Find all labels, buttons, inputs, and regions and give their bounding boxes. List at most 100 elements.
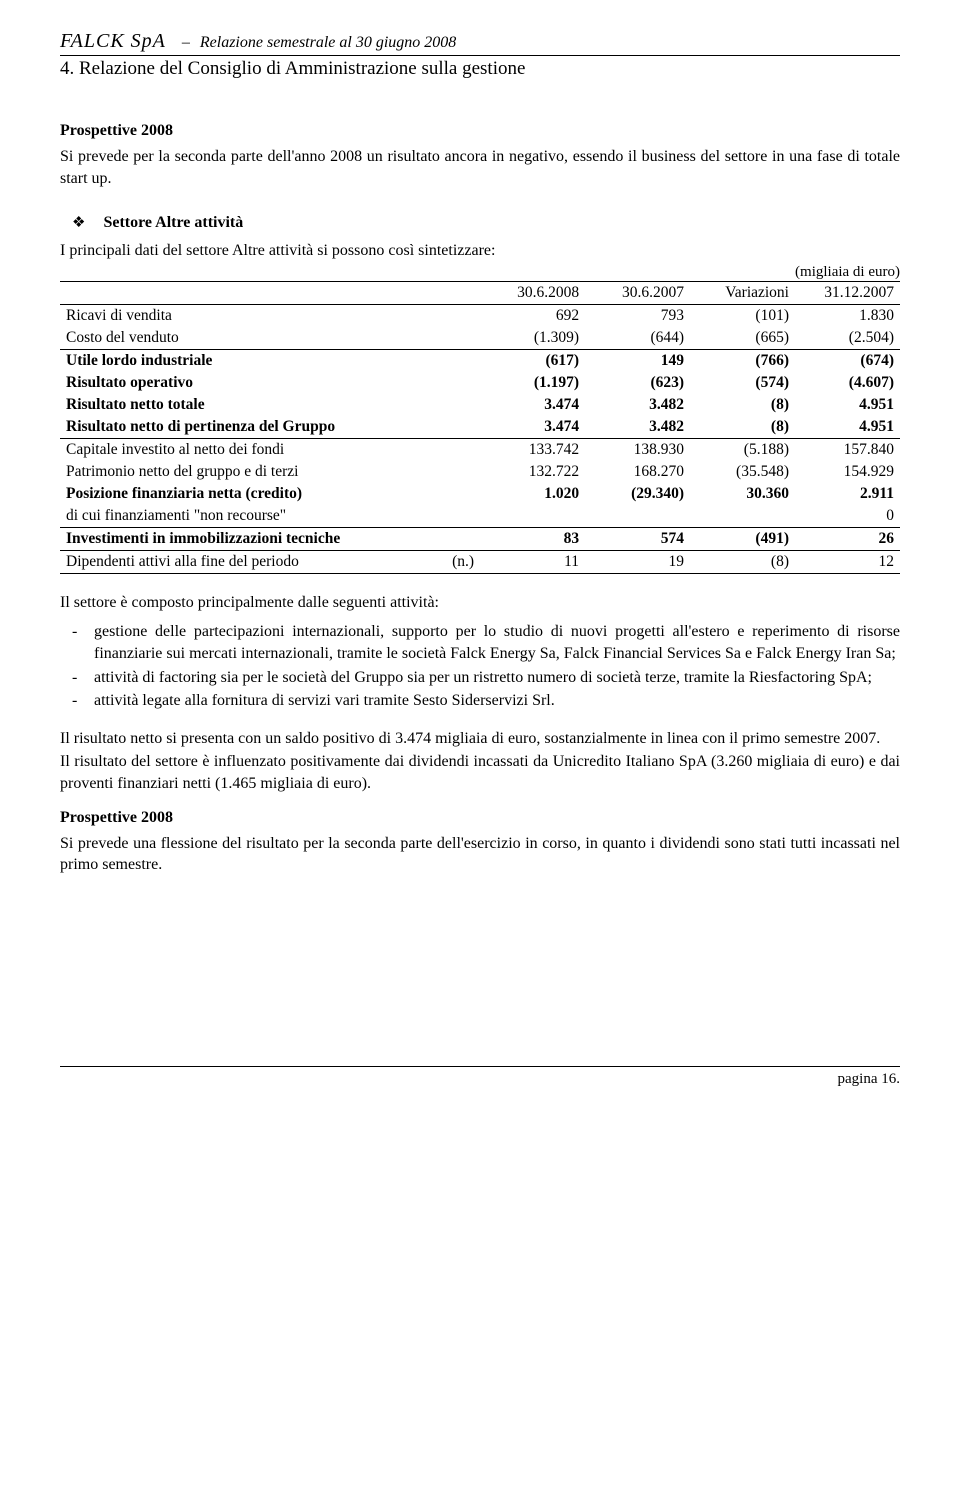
table-row: Risultato netto totale 3.4743.482(8)4.951 — [60, 394, 900, 416]
table-row: Investimenti in immobilizzazioni tecnich… — [60, 527, 900, 550]
row-value: (574) — [690, 372, 795, 394]
row-label: Ricavi di vendita — [60, 304, 446, 327]
table-row: Risultato operativo (1.197)(623)(574)(4.6… — [60, 372, 900, 394]
page: FALCK SpA – Relazione semestrale al 30 g… — [0, 0, 960, 1503]
row-n — [446, 394, 480, 416]
row-value: 1.020 — [480, 483, 585, 505]
table-row: Ricavi di vendita692793(101)1.830 — [60, 304, 900, 327]
row-n — [446, 372, 480, 394]
table-row: Posizione finanziaria netta (credito) 1.0… — [60, 483, 900, 505]
row-value: 83 — [480, 527, 585, 550]
table-col-0 — [60, 281, 446, 304]
header-separator-glyph: – — [182, 34, 190, 52]
row-value: 11 — [480, 550, 585, 573]
table-col-3: Variazioni — [690, 281, 795, 304]
row-label: Risultato netto totale — [60, 394, 446, 416]
list-item: attività legate alla fornitura di serviz… — [60, 690, 900, 712]
row-label: Utile lordo industriale — [60, 349, 446, 372]
diamond-icon: ❖ — [72, 213, 85, 232]
row-label: Capitale investito al netto dei fondi — [60, 438, 446, 461]
row-value: 149 — [585, 349, 690, 372]
row-label: Risultato netto di pertinenza del Gruppo — [60, 416, 446, 439]
row-value: 1.830 — [795, 304, 900, 327]
row-value: (5.188) — [690, 438, 795, 461]
settore-intro-2: Il settore è composto principalmente dal… — [60, 592, 900, 614]
unit-note: (migliaia di euro) — [60, 264, 900, 281]
row-label: Patrimonio netto del gruppo e di terzi — [60, 461, 446, 483]
row-value: 30.360 — [690, 483, 795, 505]
row-n — [446, 527, 480, 550]
row-value: 12 — [795, 550, 900, 573]
section-title: 4. Relazione del Consiglio di Amministra… — [60, 58, 900, 80]
row-n — [446, 327, 480, 350]
result-paragraph-1: Il risultato netto si presenta con un sa… — [60, 728, 900, 750]
row-value: (617) — [480, 349, 585, 372]
table-row: Utile lordo industriale(617)149(766)(674… — [60, 349, 900, 372]
prospettive-text-bottom: Si prevede una flessione del risultato p… — [60, 833, 900, 876]
row-value: 3.474 — [480, 416, 585, 439]
list-item: attività di factoring sia per le società… — [60, 667, 900, 689]
table-row: Patrimonio netto del gruppo e di terzi13… — [60, 461, 900, 483]
row-value: 133.742 — [480, 438, 585, 461]
row-n — [446, 416, 480, 439]
report-title-text: Relazione semestrale al 30 giugno 2008 — [200, 34, 456, 51]
row-value: 3.482 — [585, 394, 690, 416]
row-n — [446, 438, 480, 461]
table-row: Dipendenti attivi alla fine del periodo(… — [60, 550, 900, 573]
prospettive-text-top: Si prevede per la seconda parte dell'ann… — [60, 146, 900, 189]
page-number: pagina 16. — [838, 1071, 900, 1087]
row-n — [446, 483, 480, 505]
table-col-1: 30.6.2008 — [480, 281, 585, 304]
row-value: 3.474 — [480, 394, 585, 416]
row-label: Risultato operativo — [60, 372, 446, 394]
row-value: 4.951 — [795, 394, 900, 416]
row-value — [690, 505, 795, 528]
row-value: (1.197) — [480, 372, 585, 394]
row-value: 3.482 — [585, 416, 690, 439]
row-value: (1.309) — [480, 327, 585, 350]
row-label: Costo del venduto — [60, 327, 446, 350]
row-label: Investimenti in immobilizzazioni tecnich… — [60, 527, 446, 550]
table-row-sep — [60, 573, 900, 574]
row-value — [585, 505, 690, 528]
page-footer: pagina 16. — [60, 1066, 900, 1088]
financial-table: 30.6.2008 30.6.2007 Variazioni 31.12.200… — [60, 281, 900, 574]
row-value: (665) — [690, 327, 795, 350]
row-value: 4.951 — [795, 416, 900, 439]
activity-list: gestione delle partecipazioni internazio… — [60, 621, 900, 711]
settore-intro: I principali dati del settore Altre atti… — [60, 240, 900, 262]
row-n: (n.) — [446, 550, 480, 573]
header-separator — [172, 34, 176, 52]
row-value: (4.607) — [795, 372, 900, 394]
settore-heading-row: ❖ Settore Altre attività — [60, 213, 900, 232]
row-value: (35.548) — [690, 461, 795, 483]
row-value: 2.911 — [795, 483, 900, 505]
row-value — [480, 505, 585, 528]
row-value: (623) — [585, 372, 690, 394]
row-n — [446, 461, 480, 483]
row-value: (8) — [690, 394, 795, 416]
row-value: 138.930 — [585, 438, 690, 461]
table-row: Capitale investito al netto dei fondi 133… — [60, 438, 900, 461]
company-name: FALCK SpA — [60, 30, 166, 53]
row-value: 19 — [585, 550, 690, 573]
row-value: 157.840 — [795, 438, 900, 461]
row-label: Posizione finanziaria netta (credito) — [60, 483, 446, 505]
row-value: 154.929 — [795, 461, 900, 483]
row-value: (766) — [690, 349, 795, 372]
report-title: Relazione semestrale al 30 giugno 2008 — [196, 34, 456, 52]
row-n — [446, 349, 480, 372]
table-col-4: 31.12.2007 — [795, 281, 900, 304]
row-n — [446, 505, 480, 528]
row-value: 574 — [585, 527, 690, 550]
prospettive-heading-top: Prospettive 2008 — [60, 122, 900, 140]
row-value: (29.340) — [585, 483, 690, 505]
table-row: Costo del venduto(1.309)(644)(665)(2.504… — [60, 327, 900, 350]
row-value: (8) — [690, 416, 795, 439]
table-col-spacer — [446, 281, 480, 304]
row-value: (8) — [690, 550, 795, 573]
table-header-row: 30.6.2008 30.6.2007 Variazioni 31.12.200… — [60, 281, 900, 304]
row-value: (101) — [690, 304, 795, 327]
settore-title: Settore Altre attività — [103, 214, 243, 232]
prospettive-heading-bottom: Prospettive 2008 — [60, 809, 900, 827]
